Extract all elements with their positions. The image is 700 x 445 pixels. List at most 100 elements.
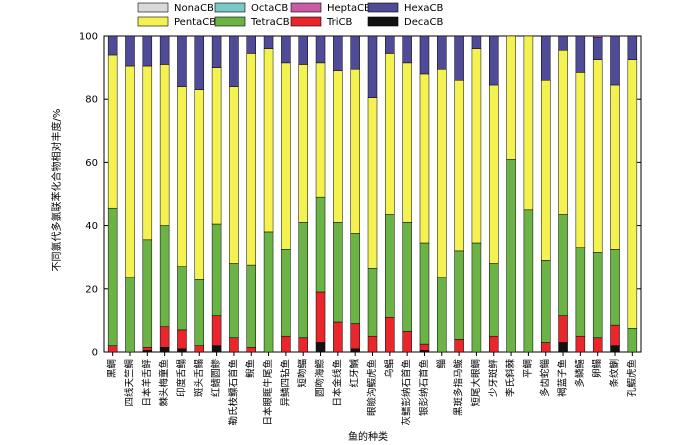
x-axis-label: 鱼的种类 [348, 430, 388, 443]
bar-segment-decacb [610, 345, 620, 353]
bar-segment-tricb [177, 329, 187, 350]
bar-segment-pentacb [211, 67, 222, 225]
bar-segment-pentacb [298, 64, 308, 223]
x-tick-label: 短吻鲾 [297, 359, 309, 388]
bar-segment-pentacb [419, 73, 430, 244]
bar-segment-pentacb [575, 72, 586, 248]
legend-label: NonaCB [174, 3, 214, 14]
x-tick-label: 条纹鯻 [609, 359, 621, 388]
bar-segment-tetracb [194, 279, 205, 346]
x-axis: 黑鲷 四线天竺鲷 日本羊舌鲆 棘头梅童鱼 印度舌鳎 斑头舌鳎 红鳍圆鲹 勒氏枝鳔石首鱼 鲵鱼 日本… [106, 352, 638, 426]
bar-segment-decacb [350, 348, 360, 353]
bar-segment-tetracb [402, 222, 412, 332]
bar-segment-tricb [107, 345, 118, 353]
bar-segment-pentacb [489, 84, 499, 264]
bar-segment-hexacb [367, 35, 378, 98]
x-tick-label: 乌鲳 [383, 359, 395, 378]
legend-swatch-tetracb [214, 16, 246, 27]
bar-segment-tricb [194, 345, 205, 353]
bar-segment-tetracb [298, 222, 308, 339]
legend-swatch-decacb [367, 16, 399, 27]
bar-segment-decacb [211, 345, 222, 353]
x-tick-label: 卵鳎 [591, 359, 603, 378]
bar-segment-hexacb [540, 35, 551, 81]
bar-segment-hexacb [402, 35, 412, 64]
x-tick-label: 红鳍圆鲹 [210, 359, 222, 398]
bar-segment-pentacb [246, 53, 256, 266]
bar-segment-tetracb [471, 242, 482, 353]
y-axis-label: 不同氯代多氯联苯化合物相对丰度/% [50, 109, 63, 272]
legend-swatch-hexacb [367, 2, 399, 13]
bar-segment-hexacb [610, 35, 620, 86]
bar-segment-tricb [489, 335, 499, 353]
y-tick-label: 40 [85, 221, 98, 232]
bar-segment-pentacb [125, 65, 135, 278]
bar-segment-tricb [402, 331, 412, 353]
y-tick-label: 0 [92, 348, 98, 359]
bar-segment-tetracb [350, 233, 360, 324]
bar-segment-tetracb [523, 209, 534, 353]
x-tick-label: 灰鳍彭纳石首鱼 [401, 359, 413, 426]
bar-segment-tricb [385, 316, 395, 353]
y-tick-label: 80 [85, 95, 98, 106]
bar-segment-decacb [315, 342, 326, 353]
bar-segment-hexacb [298, 35, 308, 65]
legend-label: HeptaCB [327, 3, 371, 14]
bar-segment-tetracb [385, 214, 395, 318]
bar-segment-hexacb [246, 35, 256, 54]
bar-segment-tricb [350, 323, 360, 350]
legend-swatch-octacb [214, 2, 246, 13]
x-tick-label: 圆吻海鰶 [314, 359, 326, 398]
bar-segment-tetracb [142, 239, 153, 348]
bar-segment-hexacb [575, 35, 586, 73]
bar-segment-tricb [281, 335, 291, 353]
bar-segment-tetracb [229, 263, 239, 339]
bar-segment-tricb [298, 337, 308, 353]
bar-segment-tricb [575, 335, 586, 353]
plot-area [103, 35, 642, 353]
bar-segment-decacb [177, 348, 187, 353]
bar-segment-tetracb [177, 266, 187, 331]
bar-segment-tricb [246, 347, 256, 353]
x-tick-label: 日本金线鱼 [331, 359, 343, 407]
bar-segment-tricb [315, 291, 326, 343]
bar-segment-tricb [211, 315, 222, 346]
bar-segment-heptacb [592, 35, 603, 38]
legend-label: OctaCB [251, 3, 288, 14]
x-tick-label: 鲵鱼 [245, 359, 257, 378]
bar-segment-hexacb [263, 35, 274, 49]
x-tick-label: 棘头梅童鱼 [158, 359, 170, 407]
bar-segment-pentacb [159, 64, 170, 226]
bar-segment-tetracb [540, 260, 551, 343]
bar-segment-hexacb [454, 35, 464, 81]
bar-segment-tetracb [333, 222, 343, 323]
legend-label: TetraCB [250, 17, 290, 28]
bar-segment-tetracb [315, 196, 326, 293]
x-tick-label: 多鳞鱚 [574, 359, 586, 388]
bar-segment-tricb [454, 339, 464, 353]
x-tick-label: 银彭纳石首鱼 [418, 359, 430, 416]
x-tick-label: 勒氏枝鳔石首鱼 [227, 359, 239, 426]
bar-segment-pentacb [194, 89, 205, 280]
bar-segment-decacb [558, 342, 568, 353]
bar-segment-hexacb [142, 35, 153, 67]
x-tick-label: 四线天竺鲷 [123, 359, 135, 407]
bar-segment-hexacb [419, 35, 430, 75]
bar-segment-tricb [367, 335, 378, 353]
bar-segment-pentacb [610, 84, 620, 250]
x-tick-label: 日本眼眶牛尾鱼 [262, 359, 274, 426]
bar-segment-pentacb [506, 35, 516, 160]
legend-swatch-tricb [290, 16, 322, 27]
bar-segment-tetracb [246, 264, 256, 348]
bar-segment-pentacb [107, 54, 118, 209]
bar-segment-tetracb [419, 242, 430, 345]
bar-segment-pentacb [315, 62, 326, 198]
bar-segment-pentacb [263, 48, 274, 233]
bar-segment-tricb [142, 347, 153, 351]
bar-segment-pentacb [523, 35, 534, 211]
x-tick-label: 印度舌鳎 [175, 359, 187, 397]
legend-swatch-heptacb [290, 2, 322, 13]
bar-segment-hexacb [489, 35, 499, 86]
legend-label: TriCB [326, 17, 353, 28]
x-tick-label: 孔鰕虎鱼 [626, 359, 638, 397]
